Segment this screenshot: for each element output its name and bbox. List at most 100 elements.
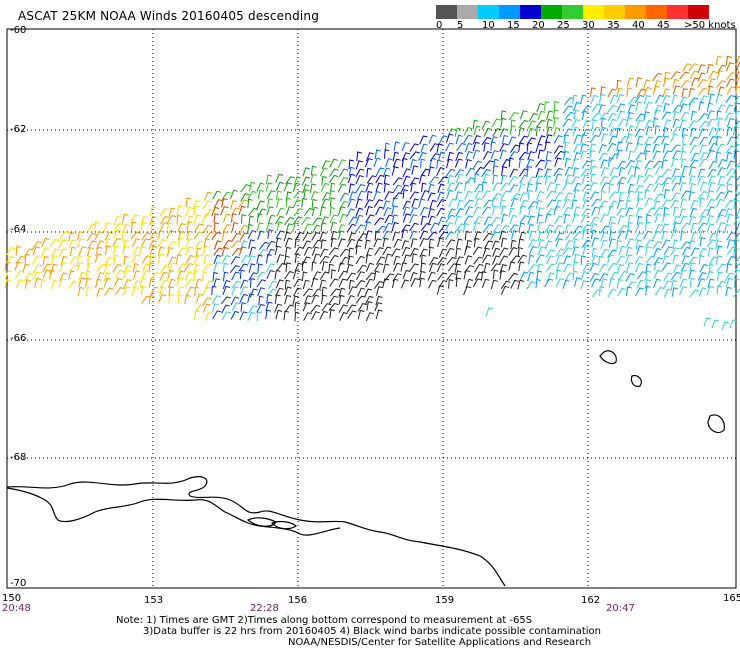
wind-barb <box>643 111 650 121</box>
wind-barb <box>733 143 740 153</box>
wind-barb <box>721 321 730 331</box>
wind-barb <box>193 310 200 320</box>
wind-barb <box>589 134 600 144</box>
wind-barb <box>133 270 141 280</box>
wind-barb <box>373 270 380 281</box>
wind-barb <box>221 304 231 314</box>
wind-barb <box>376 225 387 234</box>
wind-barb <box>545 263 556 272</box>
wind-barb <box>635 101 642 111</box>
wind-barb <box>185 206 194 217</box>
wind-barb <box>571 119 581 128</box>
wind-barb <box>464 142 473 153</box>
wind-barb <box>195 247 202 258</box>
wind-barb <box>555 269 562 280</box>
wind-barb <box>653 183 663 192</box>
wind-barb <box>481 181 488 191</box>
wind-barb <box>500 117 507 128</box>
wind-barb <box>329 255 339 264</box>
wind-barb <box>223 213 231 223</box>
wind-barb <box>726 213 734 224</box>
wind-barb <box>365 152 374 162</box>
wind-barb <box>383 182 390 193</box>
wind-barb <box>301 271 308 282</box>
wind-barb <box>725 62 735 72</box>
wind-barb <box>616 110 625 120</box>
wind-barb <box>483 262 491 273</box>
wind-barb <box>166 241 177 250</box>
wind-barb <box>715 255 723 265</box>
wind-barb <box>527 176 537 185</box>
wind-barb <box>706 206 715 216</box>
wind-barb <box>535 278 541 289</box>
wind-barb <box>338 270 348 280</box>
wind-barb <box>473 256 484 265</box>
wind-barb <box>688 101 696 111</box>
wind-barb <box>564 157 571 168</box>
wind-barb <box>717 86 725 96</box>
wind-barb <box>643 94 651 105</box>
wind-barb <box>617 160 627 170</box>
wind-barb <box>223 271 229 282</box>
wind-barb <box>492 205 499 216</box>
wind-barb <box>535 159 546 168</box>
wind-barb <box>481 271 487 281</box>
wind-barb <box>357 287 366 297</box>
wind-barb <box>463 286 472 296</box>
wind-barb <box>472 246 483 255</box>
wind-barb <box>562 105 573 114</box>
wind-barb <box>392 197 398 207</box>
wind-barb <box>510 279 519 289</box>
wind-barb <box>625 246 633 257</box>
wind-barb <box>123 279 132 289</box>
wind-barb <box>680 80 691 89</box>
wind-barb <box>652 143 660 153</box>
wind-barb <box>472 160 482 170</box>
wind-barb <box>86 247 95 257</box>
wind-barb <box>391 248 401 257</box>
wind-barb <box>5 247 16 256</box>
wind-barb <box>573 225 584 234</box>
wind-barb <box>636 197 644 208</box>
wind-barb <box>689 144 699 154</box>
wind-barb <box>355 207 364 217</box>
wind-barb <box>555 248 565 257</box>
wind-barb <box>130 214 139 224</box>
wind-barb <box>113 215 122 226</box>
wind-barb <box>735 161 740 169</box>
chart-title: ASCAT 25KM NOAA Winds 20160405 descendin… <box>18 9 320 23</box>
wind-barb <box>661 94 671 104</box>
wind-barb <box>616 278 623 289</box>
wind-barb <box>589 143 597 153</box>
wind-barb <box>231 232 241 242</box>
wind-barb <box>635 222 644 232</box>
wind-barb <box>275 287 284 297</box>
wind-barb <box>420 143 428 153</box>
wind-barb <box>681 143 688 154</box>
wind-barb <box>679 208 687 218</box>
wind-barb <box>436 167 445 177</box>
wind-barb <box>292 216 303 225</box>
wind-barb <box>355 160 363 170</box>
wind-barb <box>564 224 572 234</box>
wind-barb <box>535 254 545 263</box>
wind-barb <box>474 197 483 208</box>
wind-barb <box>194 223 204 232</box>
wind-barb <box>627 165 636 175</box>
wind-barb <box>329 308 336 319</box>
wind-barb <box>545 190 556 199</box>
wind-barb <box>725 145 736 154</box>
wind-barb <box>653 109 661 119</box>
wind-barb <box>546 126 554 136</box>
wind-barb <box>589 87 596 97</box>
wind-barb <box>508 207 516 218</box>
wind-barb <box>688 216 697 226</box>
wind-barb <box>34 277 42 288</box>
wind-barb <box>472 141 480 152</box>
wind-barb <box>599 285 605 296</box>
wind-barb <box>266 206 274 216</box>
wind-barb <box>319 271 330 280</box>
wind-barb <box>628 150 635 161</box>
wind-barb <box>661 223 669 233</box>
wind-barb <box>670 247 680 256</box>
